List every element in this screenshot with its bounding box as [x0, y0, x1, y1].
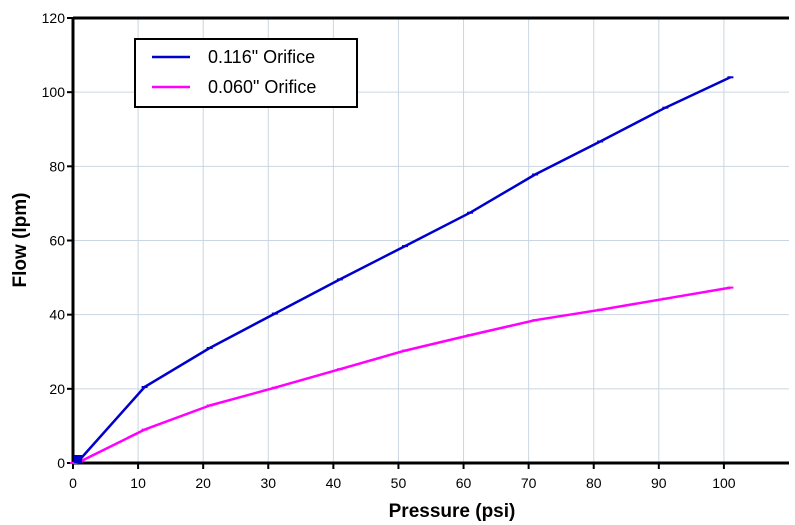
y-tick-label: 80: [49, 158, 65, 174]
x-tick-label: 50: [391, 475, 407, 491]
series-lines: [70, 76, 734, 465]
x-tick-labels: 0 10 20 30 40 50 60 70 80 90 100: [69, 475, 736, 491]
data-point-marker: [662, 106, 669, 109]
y-tick-label: 100: [42, 84, 66, 100]
data-point-marker: [467, 211, 474, 214]
legend-label-0116: 0.116" Orifice: [208, 47, 315, 67]
x-tick-label: 60: [456, 475, 472, 491]
legend-box: [134, 38, 358, 108]
data-point-marker: [727, 76, 734, 79]
data-point-marker: [271, 386, 278, 389]
x-tick-label: 20: [195, 475, 211, 491]
y-tick-label: 40: [49, 307, 65, 323]
data-point-marker: [532, 319, 539, 322]
origin-marker: [74, 455, 82, 463]
y-tick-label: 60: [49, 233, 65, 249]
y-axis-title: Flow (lpm): [10, 193, 31, 288]
series-line-1: [72, 286, 731, 465]
data-point-marker: [206, 404, 213, 407]
y-tick-label: 0: [57, 455, 65, 471]
x-tick-label: 70: [521, 475, 537, 491]
data-point-marker: [597, 140, 604, 143]
x-axis-title: Pressure (psi): [389, 501, 516, 522]
data-point-marker: [141, 386, 148, 388]
data-point-marker: [532, 173, 539, 176]
data-point-marker: [467, 334, 474, 337]
data-point-marker: [402, 245, 408, 248]
data-point-marker: [662, 297, 669, 300]
y-tick-label: 20: [49, 381, 65, 397]
data-point-marker: [597, 308, 604, 311]
y-tick-label: 120: [42, 10, 66, 26]
data-point-marker: [70, 462, 76, 464]
data-point-marker: [336, 368, 343, 371]
data-point-marker: [206, 347, 213, 349]
data-point-marker: [336, 278, 343, 281]
x-tick-label: 30: [260, 475, 276, 491]
data-point-marker: [271, 312, 278, 315]
x-tick-label: 90: [651, 475, 667, 491]
series-line-0: [72, 76, 731, 465]
x-tick-label: 10: [130, 475, 146, 491]
data-point-marker: [727, 286, 734, 289]
legend: 0.116" Orifice 0.060" Orifice: [134, 38, 358, 108]
x-tick-label: 80: [586, 475, 602, 491]
legend-label-0060: 0.060" Orifice: [208, 77, 316, 97]
data-point-marker: [402, 349, 408, 352]
y-tick-labels: 0 20 40 60 80 100 120: [42, 10, 66, 471]
x-tick-label: 100: [712, 475, 736, 491]
x-tick-label: 40: [326, 475, 342, 491]
x-tick-label: 0: [69, 475, 77, 491]
data-point-marker: [141, 428, 148, 431]
